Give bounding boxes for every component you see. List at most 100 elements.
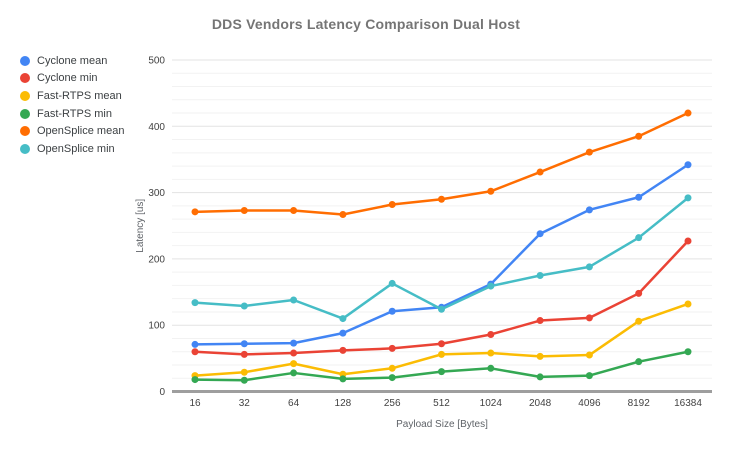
legend-label: OpenSplice mean <box>37 125 125 138</box>
data-point <box>536 352 544 360</box>
data-point <box>290 349 298 357</box>
x-tick-label: 8192 <box>628 398 651 409</box>
data-point <box>585 372 593 380</box>
data-point <box>388 364 396 372</box>
data-point <box>240 350 248 358</box>
data-point <box>438 350 445 358</box>
y-axis-title: Latency [us] <box>135 199 146 253</box>
data-point <box>635 193 643 201</box>
x-tick-label: 1024 <box>480 398 503 409</box>
data-point <box>487 364 495 372</box>
data-point <box>438 368 445 376</box>
x-tick-label: 64 <box>288 398 300 409</box>
data-point <box>684 109 692 117</box>
x-axis-title: Payload Size [Bytes] <box>396 419 488 430</box>
x-tick-label: 2048 <box>529 398 552 409</box>
y-tick-label: 100 <box>148 321 165 332</box>
data-point <box>339 346 347 354</box>
x-tick-label: 256 <box>384 398 401 409</box>
x-tick-label: 16 <box>189 398 201 409</box>
data-point <box>290 360 298 368</box>
data-point <box>684 194 692 202</box>
data-point <box>339 315 347 323</box>
series-line-opensplice-min <box>193 196 690 320</box>
y-tick-label: 400 <box>148 122 165 133</box>
chart-title: DDS Vendors Latency Comparison Dual Host <box>211 16 521 32</box>
data-point <box>684 300 692 308</box>
data-point <box>240 340 248 348</box>
data-point <box>191 348 199 356</box>
series-line-cyclone-mean <box>193 163 690 346</box>
data-point <box>388 279 396 287</box>
data-point <box>487 330 495 338</box>
y-tick-label: 500 <box>148 56 165 67</box>
x-tick-label: 128 <box>335 398 352 409</box>
legend-color-dot <box>20 108 30 119</box>
data-point <box>536 168 544 176</box>
x-tick-label: 512 <box>433 398 450 409</box>
data-point <box>536 271 544 279</box>
data-point <box>585 206 593 214</box>
data-point <box>339 375 347 383</box>
data-point <box>536 373 544 381</box>
data-point <box>635 132 643 140</box>
data-point <box>388 344 396 352</box>
data-point <box>438 195 445 203</box>
data-point <box>290 339 298 347</box>
data-point <box>487 282 495 290</box>
data-point <box>585 263 593 271</box>
legend-color-dot <box>20 143 30 154</box>
data-point <box>240 302 248 310</box>
data-point <box>635 289 643 297</box>
legend-item-fast-rtps-mean: Fast-RTPS mean <box>20 87 124 105</box>
data-point <box>635 234 643 242</box>
data-point <box>585 148 593 156</box>
data-point <box>438 340 445 348</box>
data-point <box>635 358 643 366</box>
data-point <box>388 374 396 382</box>
data-point <box>388 307 396 315</box>
data-point <box>290 296 298 304</box>
data-point <box>339 329 347 337</box>
legend-color-dot <box>20 90 30 101</box>
data-point <box>487 349 495 357</box>
data-point <box>191 376 199 384</box>
data-point <box>635 317 643 325</box>
data-point <box>684 161 692 169</box>
data-point <box>487 187 495 195</box>
data-point <box>438 305 445 313</box>
data-point <box>536 317 544 325</box>
legend-item-opensplice-min: OpenSplice min <box>20 140 124 158</box>
data-point <box>684 237 692 245</box>
y-tick-label: 200 <box>148 254 165 265</box>
y-tick-label: 300 <box>148 188 165 199</box>
legend-item-cyclone-min: Cyclone min <box>20 70 124 88</box>
data-point <box>585 351 593 359</box>
x-tick-label: 4096 <box>578 398 601 409</box>
data-point <box>290 369 298 377</box>
data-point <box>536 230 544 238</box>
data-point <box>240 207 248 215</box>
legend-label: Cyclone mean <box>37 54 108 67</box>
legend-label: OpenSplice min <box>37 142 115 155</box>
x-tick-label: 32 <box>239 398 251 409</box>
legend: Cyclone mean Cyclone min Fast-RTPS mean Fas… <box>20 52 124 158</box>
legend-label: Cyclone min <box>37 72 98 85</box>
data-point <box>191 299 199 307</box>
data-point <box>191 340 199 348</box>
y-tick-label: 0 <box>159 387 165 398</box>
legend-label: Fast-RTPS min <box>37 107 112 120</box>
legend-color-dot <box>20 73 30 84</box>
data-point <box>388 201 396 209</box>
data-point <box>339 210 347 218</box>
legend-color-dot <box>20 126 30 137</box>
x-tick-label: 16384 <box>674 398 702 409</box>
legend-item-fast-rtps-min: Fast-RTPS min <box>20 105 124 123</box>
data-point <box>240 376 248 384</box>
legend-label: Fast-RTPS mean <box>37 89 122 102</box>
legend-color-dot <box>20 55 30 66</box>
data-point <box>290 207 298 215</box>
data-point <box>191 208 199 216</box>
